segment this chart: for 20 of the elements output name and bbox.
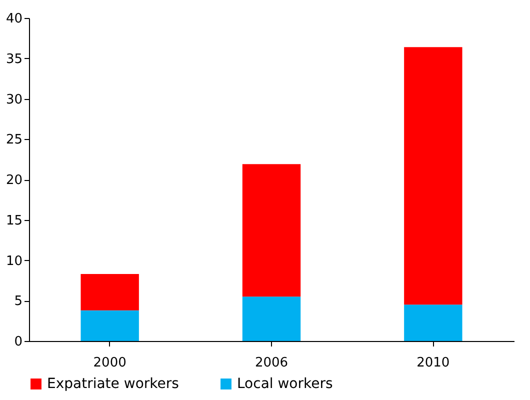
y-tick-label: 30: [6, 92, 22, 108]
y-tick-label: 15: [6, 213, 22, 228]
y-tick-label: 25: [6, 132, 22, 148]
x-tick-label: 2000: [93, 356, 126, 370]
legend-label: Expatriate workers: [47, 376, 179, 392]
y-tick-label: 10: [6, 254, 22, 269]
bar: [80, 310, 139, 341]
bar: [242, 296, 301, 341]
legend-label: Local workers: [237, 376, 333, 392]
x-tick-label: 2006: [254, 356, 288, 370]
y-tick-label: 5: [14, 294, 22, 310]
bar: [242, 164, 301, 297]
y-tick-label: 35: [6, 52, 22, 67]
bar: [80, 274, 139, 310]
bar: [404, 304, 462, 341]
y-tick-label: 40: [6, 12, 22, 26]
y-tick-label: 20: [6, 173, 22, 188]
bar: [404, 47, 462, 305]
y-tick-label: 0: [14, 334, 22, 350]
x-tick-label: 2010: [416, 356, 450, 370]
